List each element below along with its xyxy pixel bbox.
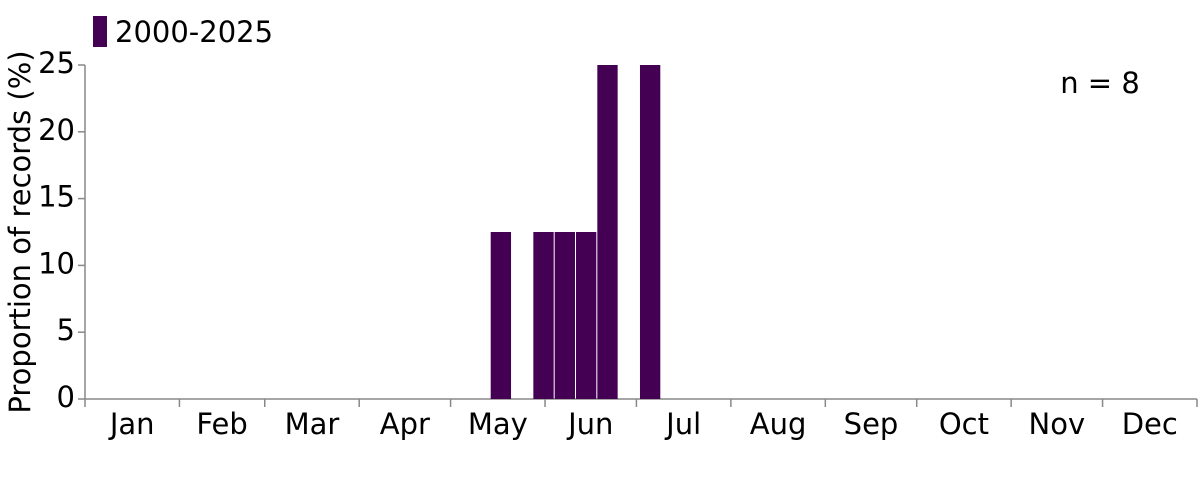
x-tick-label: Jan (108, 407, 155, 441)
legend-label: 2000-2025 (115, 15, 273, 49)
bar (575, 232, 597, 399)
x-tick-label: Jul (664, 407, 701, 441)
x-tick-label: Nov (1029, 407, 1086, 441)
y-tick-label: 0 (57, 380, 75, 414)
y-tick-label: 15 (38, 180, 75, 214)
x-tick-label: Dec (1122, 407, 1178, 441)
annotation: n = 8 (1060, 66, 1140, 100)
bar (639, 65, 661, 399)
y-tick-label: 5 (57, 313, 75, 347)
legend-swatch (93, 16, 107, 47)
y-tick-label: 20 (38, 113, 75, 147)
x-tick-label: Sep (844, 407, 899, 441)
bar (533, 232, 554, 399)
x-tick-label: Aug (750, 407, 807, 441)
bar (490, 232, 512, 399)
x-tick-label: Feb (196, 407, 247, 441)
x-tick-label: May (468, 407, 528, 441)
x-tick-label: Apr (380, 407, 430, 441)
x-tick-label: Mar (285, 407, 340, 441)
bar (597, 65, 618, 399)
x-tick-label: Oct (939, 407, 989, 441)
y-axis-title: Proportion of records (%) (3, 50, 37, 413)
y-tick-label: 10 (38, 246, 75, 280)
bar (554, 232, 575, 399)
y-tick-label: 25 (38, 46, 75, 80)
x-tick-label: Jun (566, 407, 613, 441)
